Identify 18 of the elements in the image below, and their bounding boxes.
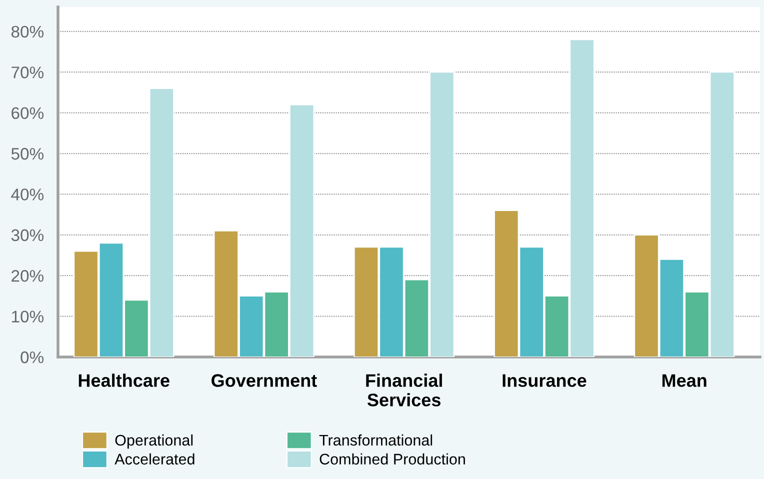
y-tick-label: 40% bbox=[11, 188, 44, 200]
legend-label: Transformational bbox=[319, 434, 432, 446]
x-tick-label: Mean bbox=[662, 374, 706, 387]
x-tick-label: Healthcare bbox=[78, 374, 170, 387]
legend-label: Accelerated bbox=[114, 453, 194, 465]
y-tick-label: 20% bbox=[12, 270, 44, 282]
y-tick-label: 50% bbox=[11, 148, 44, 160]
y-tick-label: 30% bbox=[11, 229, 44, 242]
y-tick-label: 70% bbox=[12, 66, 44, 78]
y-tick-label: 80% bbox=[11, 26, 44, 38]
x-tick-label: Financial Services bbox=[366, 374, 442, 406]
x-tick-label: Insurance bbox=[502, 374, 586, 387]
legend-label: Combined Production bbox=[320, 453, 465, 465]
x-tick-label: Government bbox=[212, 374, 317, 387]
legend-label: Operational bbox=[115, 434, 193, 449]
y-tick-label: 10% bbox=[12, 310, 44, 323]
y-tick-label: 0% bbox=[20, 351, 44, 364]
y-tick-label: 60% bbox=[12, 107, 44, 120]
